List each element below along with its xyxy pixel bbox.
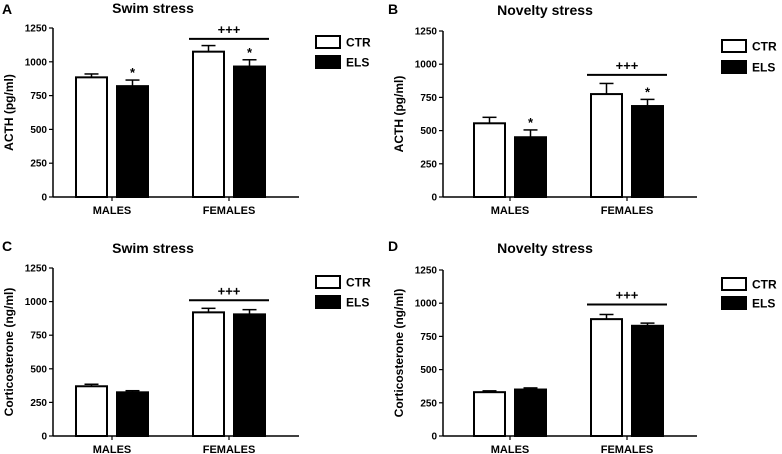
bar-els-females <box>233 313 266 438</box>
bar-els-males <box>514 388 547 437</box>
y-tick-label: 0 <box>41 193 47 204</box>
y-tick-label: 750 <box>420 332 437 343</box>
significance-star: * <box>247 45 253 60</box>
x-tick-label: FEMALES <box>203 444 256 454</box>
y-tick-label: 500 <box>420 126 437 137</box>
panel-letter: C <box>2 238 12 254</box>
x-tick-label: MALES <box>491 444 530 454</box>
significance-bracket-label: +++ <box>218 22 241 37</box>
panel-letter: D <box>388 238 398 254</box>
y-tick-label: 1250 <box>415 27 438 38</box>
y-tick-label: 750 <box>30 331 47 342</box>
y-tick-label: 500 <box>420 365 437 376</box>
bar-els-females <box>631 324 664 437</box>
legend-label-els: ELS <box>346 296 369 310</box>
y-tick-label: 1250 <box>25 24 48 35</box>
y-tick-label: 0 <box>431 432 437 443</box>
y-tick-label: 0 <box>41 432 47 443</box>
x-tick-label: MALES <box>491 205 530 217</box>
legend-label-ctr: CTR <box>752 40 777 54</box>
bar-ctr-males <box>75 76 108 198</box>
significance-bracket-label: +++ <box>616 58 639 73</box>
legend-swatch-ctr <box>315 275 341 289</box>
y-tick-label: 250 <box>30 159 47 170</box>
significance-star: * <box>130 65 136 80</box>
bar-ctr-males <box>473 122 506 198</box>
chart-title: Novelty stress <box>497 240 593 256</box>
legend-swatch-els <box>315 295 341 309</box>
x-tick-label: MALES <box>93 444 132 454</box>
legend-swatch-ctr <box>315 35 341 49</box>
legend-swatch-els <box>315 55 341 69</box>
significance-star: * <box>528 115 534 130</box>
y-tick-label: 1250 <box>415 266 438 277</box>
y-tick-label: 1000 <box>415 60 438 71</box>
y-tick-label: 250 <box>30 398 47 409</box>
bar-els-females <box>631 105 664 198</box>
y-tick-label: 750 <box>30 91 47 102</box>
chart-title: Swim stress <box>112 0 194 16</box>
bar-els-females <box>233 65 266 198</box>
bar-ctr-males <box>75 385 108 438</box>
y-tick-label: 250 <box>420 159 437 170</box>
legend-swatch-ctr <box>721 277 747 291</box>
y-axis-label: Corticosterone (ng/ml) <box>2 288 16 417</box>
legend-swatch-ctr <box>721 39 747 53</box>
y-tick-label: 1000 <box>25 57 48 68</box>
legend-label-ctr: CTR <box>752 278 777 292</box>
y-tick-label: 0 <box>431 193 437 204</box>
chart-panel-a: A Swim stress ACTH (pg/ml) 0 250 500 750 1000 12… <box>2 0 371 217</box>
bar-els-males <box>514 136 547 199</box>
bar-ctr-females <box>192 311 225 437</box>
y-axis-label: ACTH (pg/ml) <box>392 76 406 153</box>
legend-label-ctr: CTR <box>346 36 371 50</box>
panel-letter: A <box>2 1 12 17</box>
chart-title: Novelty stress <box>497 2 593 18</box>
y-tick-label: 1000 <box>415 299 438 310</box>
y-tick-label: 500 <box>30 364 47 375</box>
y-axis-label: ACTH (pg/ml) <box>2 74 16 151</box>
x-tick-label: FEMALES <box>601 444 654 454</box>
significance-bracket-label: +++ <box>616 288 639 303</box>
chart-panel-b: B Novelty stress ACTH (pg/ml) 0 250 500 750 100… <box>388 1 777 217</box>
bar-ctr-females <box>590 318 623 437</box>
bar-ctr-females <box>590 93 623 198</box>
legend-swatch-els <box>721 296 747 310</box>
y-tick-label: 750 <box>420 93 437 104</box>
y-tick-label: 1250 <box>25 264 48 275</box>
chart-panel-c: C Swim stress Corticosterone (ng/ml) 0 250 50… <box>2 238 371 454</box>
legend-swatch-els <box>721 60 747 74</box>
x-tick-label: FEMALES <box>601 205 654 217</box>
bar-els-males <box>116 391 149 438</box>
significance-bracket-label: +++ <box>218 283 241 298</box>
x-tick-label: MALES <box>93 205 132 217</box>
x-tick-label: FEMALES <box>203 205 256 217</box>
chart-title: Swim stress <box>112 240 194 256</box>
y-tick-label: 1000 <box>25 297 48 308</box>
bar-ctr-males <box>473 391 506 437</box>
y-tick-label: 250 <box>420 398 437 409</box>
significance-star: * <box>645 84 651 99</box>
chart-panel-d: D Novelty stress Corticosterone (ng/ml) 0 25… <box>388 238 777 454</box>
legend-label-ctr: CTR <box>346 276 371 290</box>
bar-els-males <box>116 85 149 198</box>
legend-label-els: ELS <box>752 61 775 75</box>
legend-label-els: ELS <box>752 297 775 311</box>
panel-letter: B <box>388 1 398 17</box>
y-tick-label: 500 <box>30 125 47 136</box>
y-axis-label: Corticosterone (ng/ml) <box>392 289 406 418</box>
bar-ctr-females <box>192 50 225 198</box>
legend-label-els: ELS <box>346 56 369 70</box>
